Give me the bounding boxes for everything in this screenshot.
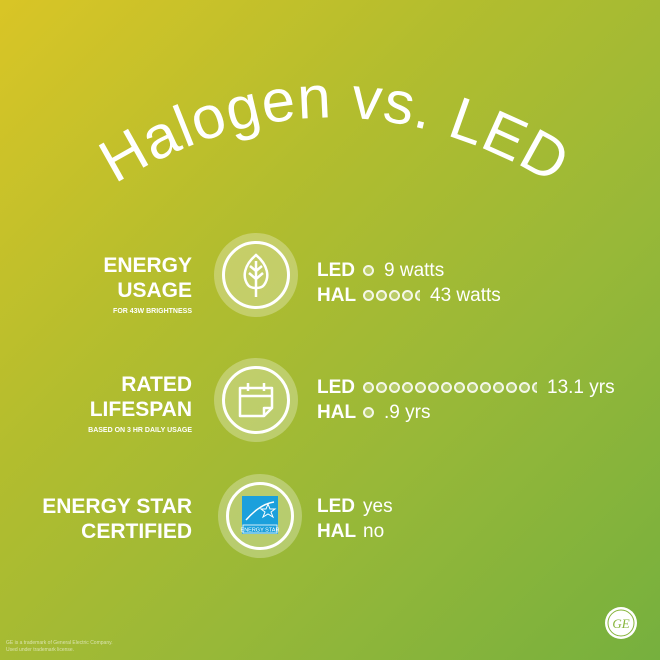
dot-mark: [467, 382, 478, 393]
energy-usage-label: ENERGY USAGE FOR 43W BRIGHTNESS: [103, 254, 192, 315]
calendar-icon: [238, 383, 274, 418]
dot-mark: [389, 382, 400, 393]
dot-mark: [506, 382, 517, 393]
leaf-icon: [243, 253, 269, 297]
dot-mark: [376, 290, 387, 301]
bulb-type-label: LED: [317, 260, 355, 281]
dot-mark: [363, 290, 374, 301]
rated-lifespan-label: RATED LIFESPAN BASED ON 3 HR DAILY USAGE: [88, 373, 192, 434]
dot-scale: [363, 290, 422, 301]
bulb-type-label: HAL: [317, 402, 357, 423]
energy-usage-comparison: LED 9 watts HAL 43 watts: [317, 258, 501, 308]
dot-mark: [428, 382, 439, 393]
dot-mark: [363, 265, 374, 276]
svg-text:ENERGY STAR: ENERGY STAR: [241, 528, 280, 534]
dot-mark: [402, 290, 413, 301]
dot-mark: [389, 290, 400, 301]
comparison-row-led: LED 13.1 yrs: [317, 375, 615, 400]
comparison-value: no: [363, 521, 385, 542]
dot-mark: [480, 382, 491, 393]
dot-mark: [363, 407, 374, 418]
partial-dot-mark: [415, 290, 420, 301]
dot-mark: [376, 382, 387, 393]
title-arc: Halogen vs. LED: [88, 63, 580, 196]
comparison-value: 13.1 yrs: [547, 377, 615, 398]
trademark-notice: GE is a trademark of General Electric Co…: [6, 640, 113, 653]
dot-mark: [415, 382, 426, 393]
comparison-row-hal: HAL no: [317, 519, 393, 544]
dot-scale: [363, 382, 539, 393]
leaf-badge: [214, 233, 298, 317]
dot-mark: [493, 382, 504, 393]
rated-lifespan-comparison: LED 13.1 yrs HAL .9 yrs: [317, 375, 615, 425]
bulb-type-label: HAL: [317, 285, 357, 306]
page-title: Halogen vs. LED: [88, 63, 579, 196]
svg-text:Halogen vs. LED: Halogen vs. LED: [88, 63, 580, 196]
comparison-value: yes: [363, 496, 393, 517]
comparison-value: .9 yrs: [384, 402, 431, 423]
bulb-type-label: LED: [317, 377, 355, 398]
comparison-row-led: LED 9 watts: [317, 258, 501, 283]
dot-mark: [441, 382, 452, 393]
energy-star-label: ENERGY STAR CERTIFIED: [42, 495, 192, 543]
comparison-row-hal: HAL .9 yrs: [317, 400, 615, 425]
svg-text:GE: GE: [612, 616, 629, 631]
ge-logo: GE: [605, 607, 637, 639]
comparison-value: 43 watts: [430, 285, 501, 306]
partial-dot-mark: [532, 382, 537, 393]
energy-star-comparison: LED yes HAL no: [317, 494, 393, 544]
comparison-row-led: LED yes: [317, 494, 393, 519]
bulb-type-label: HAL: [317, 521, 357, 542]
dot-mark: [454, 382, 465, 393]
dot-scale: [363, 265, 376, 276]
dot-mark: [363, 382, 374, 393]
energy-star-icon: ENERGY STAR: [241, 496, 280, 534]
energy-star-badge: ENERGY STAR: [218, 474, 302, 558]
calendar-badge: [214, 358, 298, 442]
dot-mark: [519, 382, 530, 393]
dot-scale: [363, 407, 376, 418]
comparison-value: 9 watts: [384, 260, 445, 281]
bulb-type-label: LED: [317, 496, 355, 517]
dot-mark: [402, 382, 413, 393]
comparison-row-hal: HAL 43 watts: [317, 283, 501, 308]
